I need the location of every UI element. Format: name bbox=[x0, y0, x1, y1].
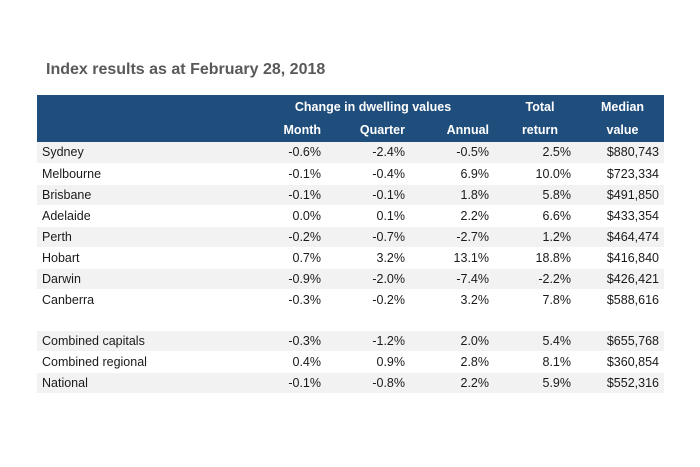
index-results-table: Change in dwelling values Total Median M… bbox=[37, 95, 664, 394]
median-value-header-line2: value bbox=[581, 118, 664, 142]
annual-column-header: Annual bbox=[415, 118, 499, 142]
table-row-adelaide: Adelaide 0.0% 0.1% 2.2% 6.6% $433,354 bbox=[37, 205, 664, 226]
median-value: $552,316 bbox=[581, 372, 664, 393]
region-header-empty bbox=[37, 95, 247, 118]
region-name: Combined capitals bbox=[37, 330, 247, 351]
table-row-combined-regional: Combined regional 0.4% 0.9% 2.8% 8.1% $3… bbox=[37, 351, 664, 372]
quarter-change: -2.0% bbox=[331, 268, 415, 289]
annual-change: -7.4% bbox=[415, 268, 499, 289]
region-name: Combined regional bbox=[37, 351, 247, 372]
region-name: Adelaide bbox=[37, 205, 247, 226]
total-return: 18.8% bbox=[499, 247, 581, 268]
region-name: Perth bbox=[37, 226, 247, 247]
quarter-change: -0.4% bbox=[331, 163, 415, 184]
quarter-change: -0.2% bbox=[331, 289, 415, 310]
total-return-header-line1: Total bbox=[499, 95, 581, 118]
quarter-change: -0.8% bbox=[331, 372, 415, 393]
median-value: $426,421 bbox=[581, 268, 664, 289]
table-row-combined-capitals: Combined capitals -0.3% -1.2% 2.0% 5.4% … bbox=[37, 330, 664, 351]
page-title: Index results as at February 28, 2018 bbox=[46, 61, 326, 78]
region-name: Melbourne bbox=[37, 163, 247, 184]
header-row-bottom: Month Quarter Annual return value bbox=[37, 118, 664, 142]
month-change: -0.2% bbox=[247, 226, 331, 247]
table-body: Sydney -0.6% -2.4% -0.5% 2.5% $880,743 M… bbox=[37, 142, 664, 393]
table-row-brisbane: Brisbane -0.1% -0.1% 1.8% 5.8% $491,850 bbox=[37, 184, 664, 205]
spacer-row bbox=[37, 310, 664, 330]
table-row-darwin: Darwin -0.9% -2.0% -7.4% -2.2% $426,421 bbox=[37, 268, 664, 289]
total-return: 8.1% bbox=[499, 351, 581, 372]
month-change: 0.4% bbox=[247, 351, 331, 372]
quarter-change: -0.7% bbox=[331, 226, 415, 247]
quarter-change: 0.9% bbox=[331, 351, 415, 372]
annual-change: -2.7% bbox=[415, 226, 499, 247]
total-return: 5.9% bbox=[499, 372, 581, 393]
median-value: $464,474 bbox=[581, 226, 664, 247]
table-row-hobart: Hobart 0.7% 3.2% 13.1% 18.8% $416,840 bbox=[37, 247, 664, 268]
month-change: -0.9% bbox=[247, 268, 331, 289]
quarter-change: -1.2% bbox=[331, 330, 415, 351]
month-change: 0.0% bbox=[247, 205, 331, 226]
quarter-change: -0.1% bbox=[331, 184, 415, 205]
month-change: -0.6% bbox=[247, 142, 331, 163]
table-row-perth: Perth -0.2% -0.7% -2.7% 1.2% $464,474 bbox=[37, 226, 664, 247]
median-value-header-line1: Median bbox=[581, 95, 664, 118]
region-name: Canberra bbox=[37, 289, 247, 310]
annual-change: 3.2% bbox=[415, 289, 499, 310]
annual-change: 2.0% bbox=[415, 330, 499, 351]
table-row-sydney: Sydney -0.6% -2.4% -0.5% 2.5% $880,743 bbox=[37, 142, 664, 163]
table-row-national: National -0.1% -0.8% 2.2% 5.9% $552,316 bbox=[37, 372, 664, 393]
quarter-change: -2.4% bbox=[331, 142, 415, 163]
region-name: Darwin bbox=[37, 268, 247, 289]
median-value: $880,743 bbox=[581, 142, 664, 163]
month-column-header: Month bbox=[247, 118, 331, 142]
annual-change: 2.2% bbox=[415, 205, 499, 226]
total-return-header-line2: return bbox=[499, 118, 581, 142]
month-change: -0.1% bbox=[247, 372, 331, 393]
total-return: -2.2% bbox=[499, 268, 581, 289]
median-value: $433,354 bbox=[581, 205, 664, 226]
total-return: 5.4% bbox=[499, 330, 581, 351]
annual-change: 6.9% bbox=[415, 163, 499, 184]
region-name: Sydney bbox=[37, 142, 247, 163]
total-return: 1.2% bbox=[499, 226, 581, 247]
total-return: 2.5% bbox=[499, 142, 581, 163]
quarter-change: 3.2% bbox=[331, 247, 415, 268]
table-row-canberra: Canberra -0.3% -0.2% 3.2% 7.8% $588,616 bbox=[37, 289, 664, 310]
total-return: 7.8% bbox=[499, 289, 581, 310]
total-return: 10.0% bbox=[499, 163, 581, 184]
month-change: -0.3% bbox=[247, 330, 331, 351]
total-return: 5.8% bbox=[499, 184, 581, 205]
median-value: $588,616 bbox=[581, 289, 664, 310]
month-change: -0.1% bbox=[247, 163, 331, 184]
median-value: $491,850 bbox=[581, 184, 664, 205]
median-value: $360,854 bbox=[581, 351, 664, 372]
quarter-column-header: Quarter bbox=[331, 118, 415, 142]
region-name: Hobart bbox=[37, 247, 247, 268]
month-change: -0.3% bbox=[247, 289, 331, 310]
annual-change: 13.1% bbox=[415, 247, 499, 268]
annual-change: 1.8% bbox=[415, 184, 499, 205]
table-header: Change in dwelling values Total Median M… bbox=[37, 95, 664, 142]
table-row-melbourne: Melbourne -0.1% -0.4% 6.9% 10.0% $723,33… bbox=[37, 163, 664, 184]
region-header-empty-2 bbox=[37, 118, 247, 142]
annual-change: -0.5% bbox=[415, 142, 499, 163]
region-name: Brisbane bbox=[37, 184, 247, 205]
month-change: 0.7% bbox=[247, 247, 331, 268]
header-row-top: Change in dwelling values Total Median bbox=[37, 95, 664, 118]
region-name: National bbox=[37, 372, 247, 393]
median-value: $416,840 bbox=[581, 247, 664, 268]
quarter-change: 0.1% bbox=[331, 205, 415, 226]
annual-change: 2.2% bbox=[415, 372, 499, 393]
median-value: $723,334 bbox=[581, 163, 664, 184]
month-change: -0.1% bbox=[247, 184, 331, 205]
annual-change: 2.8% bbox=[415, 351, 499, 372]
change-in-dwelling-values-group-header: Change in dwelling values bbox=[247, 95, 499, 118]
total-return: 6.6% bbox=[499, 205, 581, 226]
median-value: $655,768 bbox=[581, 330, 664, 351]
